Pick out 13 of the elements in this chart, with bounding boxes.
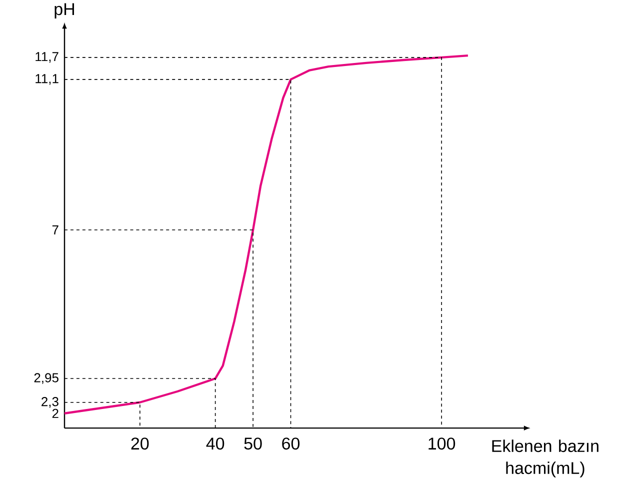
x-tick-label: 60 xyxy=(282,438,300,450)
y-tick-label: 7 xyxy=(52,225,58,234)
x-tick-label: 20 xyxy=(131,438,149,450)
y-tick-label: 2,3 xyxy=(42,396,58,408)
y-axis-title: pH xyxy=(54,3,74,19)
y-tick-label: 11,7 xyxy=(36,52,58,63)
x-tick-label: 50 xyxy=(244,438,262,450)
y-tick-label: 2 xyxy=(52,408,58,418)
x-tick-label: 40 xyxy=(206,438,224,450)
y-tick-label: 2,95 xyxy=(34,373,58,384)
x-tick-label: 100 xyxy=(428,438,456,450)
y-tick-label: 11,1 xyxy=(36,74,58,85)
x-axis-title: Eklenen bazın hacmi(mL) xyxy=(492,440,598,478)
